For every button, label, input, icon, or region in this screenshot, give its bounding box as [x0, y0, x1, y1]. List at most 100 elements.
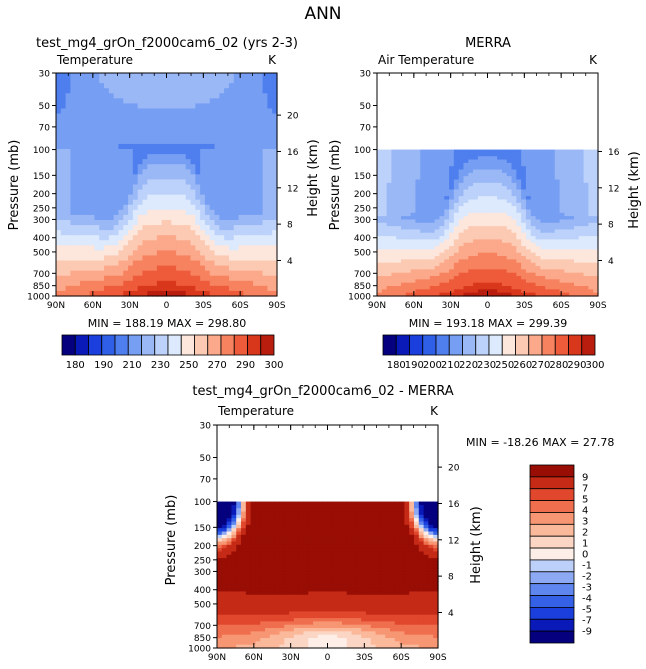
panel-diff-contour-cell: [327, 521, 333, 526]
panel-obs-contour-cell: [420, 149, 426, 154]
panel-model-contour-cell: [75, 169, 81, 175]
panel-model-contour-cell: [185, 255, 192, 262]
panel-model-contour-cell: [209, 83, 216, 89]
panel-model-contour-cell: [60, 143, 67, 150]
panel-model-contour-cell: [204, 103, 211, 110]
panel-model-contour-cell: [180, 108, 187, 115]
panel-model-contour-cell: [56, 73, 62, 79]
panel-model-contour-cell: [224, 184, 230, 191]
panel-model-contour-cell: [137, 118, 144, 125]
panel-model-contour-cell: [185, 260, 192, 267]
panel-obs-contour-cell: [487, 249, 493, 254]
panel-obs-contour-cell: [554, 239, 561, 244]
panel-obs-contour-cell: [444, 266, 450, 270]
panel-model-contour-cell: [147, 184, 153, 191]
panel-model-contour-cell: [84, 73, 91, 79]
panel-obs-contour-cell: [444, 246, 450, 251]
panel-obs-contour-cell: [573, 199, 580, 204]
panel-obs-contour-cell: [396, 246, 402, 251]
panel-model-contour-cell: [171, 204, 177, 211]
panel-diff-contour-cell: [404, 528, 410, 533]
panel-diff-contour-cell: [303, 531, 309, 536]
panel-obs-contour-cell: [425, 172, 431, 177]
panel-obs-contour-cell: [506, 239, 513, 244]
panel-model-contour-cell: [147, 118, 153, 125]
panel-obs-contour-cell: [554, 282, 561, 287]
panel-model-contour-cell: [238, 174, 244, 181]
panel-obs-contour-cell: [573, 246, 580, 251]
panel-obs-contour-cell: [482, 242, 489, 247]
panel-obs-contour-cell: [477, 276, 484, 280]
panel-obs-contour-cell: [549, 276, 556, 280]
panel-diff-contour-cell: [231, 534, 237, 539]
panel-obs-contour-cell: [429, 212, 436, 217]
panel-model-contour-cell: [248, 93, 254, 99]
panel-obs-contour-cell: [583, 166, 589, 171]
panel-obs-contour-cell: [396, 179, 402, 184]
panel-obs-contour-cell: [564, 206, 570, 211]
panel-obs-contour-cell: [463, 226, 469, 231]
panel-model-contour-cell: [252, 159, 259, 165]
panel-obs-contour-cell: [405, 206, 412, 211]
panel-model-contour-cell: [257, 73, 264, 79]
panel-obs-contour-cell: [429, 182, 436, 187]
panel-obs-contour-cell: [535, 262, 541, 267]
panel-model-contour-cell: [56, 240, 62, 246]
panel-obs-contour-cell: [588, 219, 594, 224]
panel-model-contour-cell: [200, 275, 206, 282]
panel-diff-contour-cell: [327, 534, 333, 539]
panel-model-contour-cell: [65, 149, 72, 155]
panel-obs-contour-cell: [415, 276, 421, 280]
panel-obs-contour-cell: [588, 229, 594, 234]
panel-obs-contour-cell: [583, 209, 589, 214]
panel-model-contour-cell: [94, 245, 100, 251]
panel-model-contour-cell: [156, 169, 163, 175]
panel-model-contour-cell: [252, 260, 259, 267]
panel-model-contour-cell: [132, 123, 139, 130]
panel-obs-contour-cell: [593, 236, 599, 241]
panel-obs-contour-cell: [569, 179, 575, 184]
panel-diff-contour-cell: [221, 531, 228, 536]
panel-model-contour-cell: [128, 103, 134, 110]
panel-obs-contour-cell: [593, 166, 599, 171]
panel-model-contour-cell: [65, 199, 72, 206]
panel-model-contour-cell: [80, 169, 86, 175]
panel-obs-contour-cell: [473, 149, 479, 154]
panel-obs-contour-cell: [449, 216, 455, 221]
panel-model-contour-cell: [89, 280, 96, 287]
panel-diff-contour-cell: [265, 544, 271, 549]
panel-model-contour-cell: [228, 169, 235, 175]
panel-obs-colorbar-label: 290: [567, 360, 586, 371]
panel-diff-contour-cell: [284, 524, 290, 529]
panel-model-contour-cell: [267, 93, 273, 99]
panel-diff-contour-cell: [250, 534, 257, 539]
panel-obs-contour-cell: [530, 279, 537, 284]
panel-obs-contour-cell: [497, 259, 503, 264]
panel-obs-contour-cell: [415, 156, 421, 161]
panel-obs-contour-cell: [487, 199, 493, 204]
panel-model-contour-cell: [80, 118, 86, 125]
panel-model-contour-cell: [262, 285, 268, 292]
panel-model-contour-cell: [171, 230, 177, 236]
panel-model-contour-cell: [118, 98, 124, 105]
panel-obs-contour-cell: [429, 262, 436, 267]
panel-model-contour-cell: [60, 169, 67, 175]
panel-obs-contour-cell: [482, 262, 489, 267]
panel-model-contour-cell: [75, 118, 81, 125]
panel-diff-contour-cell: [289, 504, 295, 509]
panel-obs-contour-cell: [530, 166, 537, 171]
panel-model-x-tick-label: 30S: [195, 301, 212, 311]
panel-model-contour-cell: [60, 240, 67, 246]
panel-diff-contour-cell: [404, 518, 410, 523]
panel-obs-contour-cell: [549, 162, 556, 167]
panel-obs-contour-cell: [511, 249, 517, 254]
panel-model-contour-cell: [75, 78, 81, 84]
panel-model-contour-cell: [262, 275, 268, 282]
panel-model-contour-cell: [219, 204, 225, 211]
panel-obs-contour-cell: [410, 292, 417, 297]
panel-obs-contour-cell: [569, 189, 575, 194]
panel-obs-contour-cell: [525, 292, 532, 297]
panel-model-contour-cell: [108, 133, 115, 140]
panel-obs-contour-cell: [410, 179, 417, 184]
panel-model-contour-cell: [190, 194, 196, 201]
